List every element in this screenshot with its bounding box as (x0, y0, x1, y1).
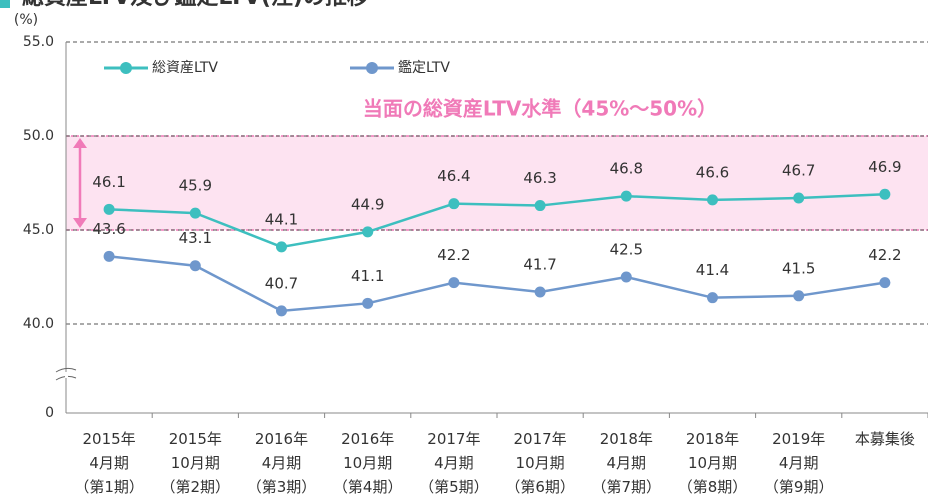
x-tick-label: 2017年 10月期（第6期） (505, 430, 575, 496)
legend-label: 総資産LTV (152, 60, 218, 76)
point (189, 207, 201, 219)
point (448, 277, 460, 289)
point (879, 188, 891, 200)
point (103, 250, 115, 262)
x-tick-label: 2015年 10月期（第2期） (161, 430, 231, 496)
y-tick-label: 50.0 (23, 128, 54, 144)
point (534, 200, 546, 212)
point (793, 192, 805, 204)
band-annotation: 当面の総資産LTV水準（45%～50%） (363, 97, 717, 121)
target-band (66, 136, 928, 230)
data-label: 40.7 (265, 274, 298, 292)
data-label: 41.7 (523, 256, 556, 274)
data-label: 46.9 (868, 158, 901, 176)
y-tick-label: 45.0 (23, 222, 54, 238)
legend-marker (120, 62, 132, 74)
point (103, 203, 115, 215)
data-label: 44.9 (351, 195, 384, 213)
point (620, 190, 632, 202)
point (362, 297, 374, 309)
point (362, 226, 374, 238)
x-tick-label: 2018年 4月期（第7期） (592, 430, 662, 496)
data-label: 44.1 (265, 210, 298, 228)
y-tick-label: 0 (45, 405, 54, 421)
data-label: 46.4 (437, 167, 470, 185)
y-unit: (%) (14, 12, 38, 28)
point (448, 198, 460, 210)
point (707, 292, 718, 304)
y-tick-label: 40.0 (23, 316, 54, 332)
legend-marker (366, 62, 378, 74)
x-tick-label: 2015年 4月期（第1期） (74, 430, 144, 496)
series-line (108, 255, 886, 313)
data-label: 41.5 (782, 259, 815, 277)
point (707, 194, 718, 206)
title-marker (0, 0, 10, 8)
data-label: 43.1 (179, 229, 212, 247)
y-tick-label: 55.0 (23, 34, 54, 50)
point (189, 260, 201, 272)
arrow-head (73, 138, 87, 228)
data-label: 41.4 (696, 261, 729, 279)
data-label: 46.1 (92, 173, 125, 191)
x-tick-label: 2017年 4月期（第5期） (419, 430, 489, 496)
data-label: 46.6 (696, 163, 729, 181)
x-tick-label: 2019年 4月期（第9期） (764, 430, 834, 496)
data-label: 43.6 (92, 220, 125, 238)
data-label: 41.1 (351, 267, 384, 285)
point (276, 241, 287, 253)
legend-label: 鑑定LTV (398, 59, 450, 76)
point (793, 290, 805, 302)
data-label: 42.2 (868, 246, 901, 264)
chart-title: 総資産LTV及び鑑定LTV(注)の推移 (22, 0, 369, 10)
data-label: 46.8 (610, 160, 643, 178)
point (534, 286, 546, 298)
point (276, 305, 287, 317)
x-tick-label: 2016年 4月期（第3期） (247, 430, 317, 496)
point (620, 271, 632, 283)
axis-break-gap (65, 372, 68, 378)
point (879, 277, 891, 289)
data-label: 46.7 (782, 162, 815, 180)
x-tick-label: 2018年 10月期（第8期） (678, 430, 748, 496)
series-line (109, 193, 885, 249)
data-label: 45.9 (179, 177, 212, 195)
data-label: 46.3 (523, 169, 556, 187)
x-tick-label: 2016年 10月期（第4期） (333, 430, 403, 496)
data-label: 42.5 (610, 241, 643, 259)
x-tick-label: 本募集後 (855, 430, 915, 448)
data-label: 42.2 (437, 246, 470, 264)
